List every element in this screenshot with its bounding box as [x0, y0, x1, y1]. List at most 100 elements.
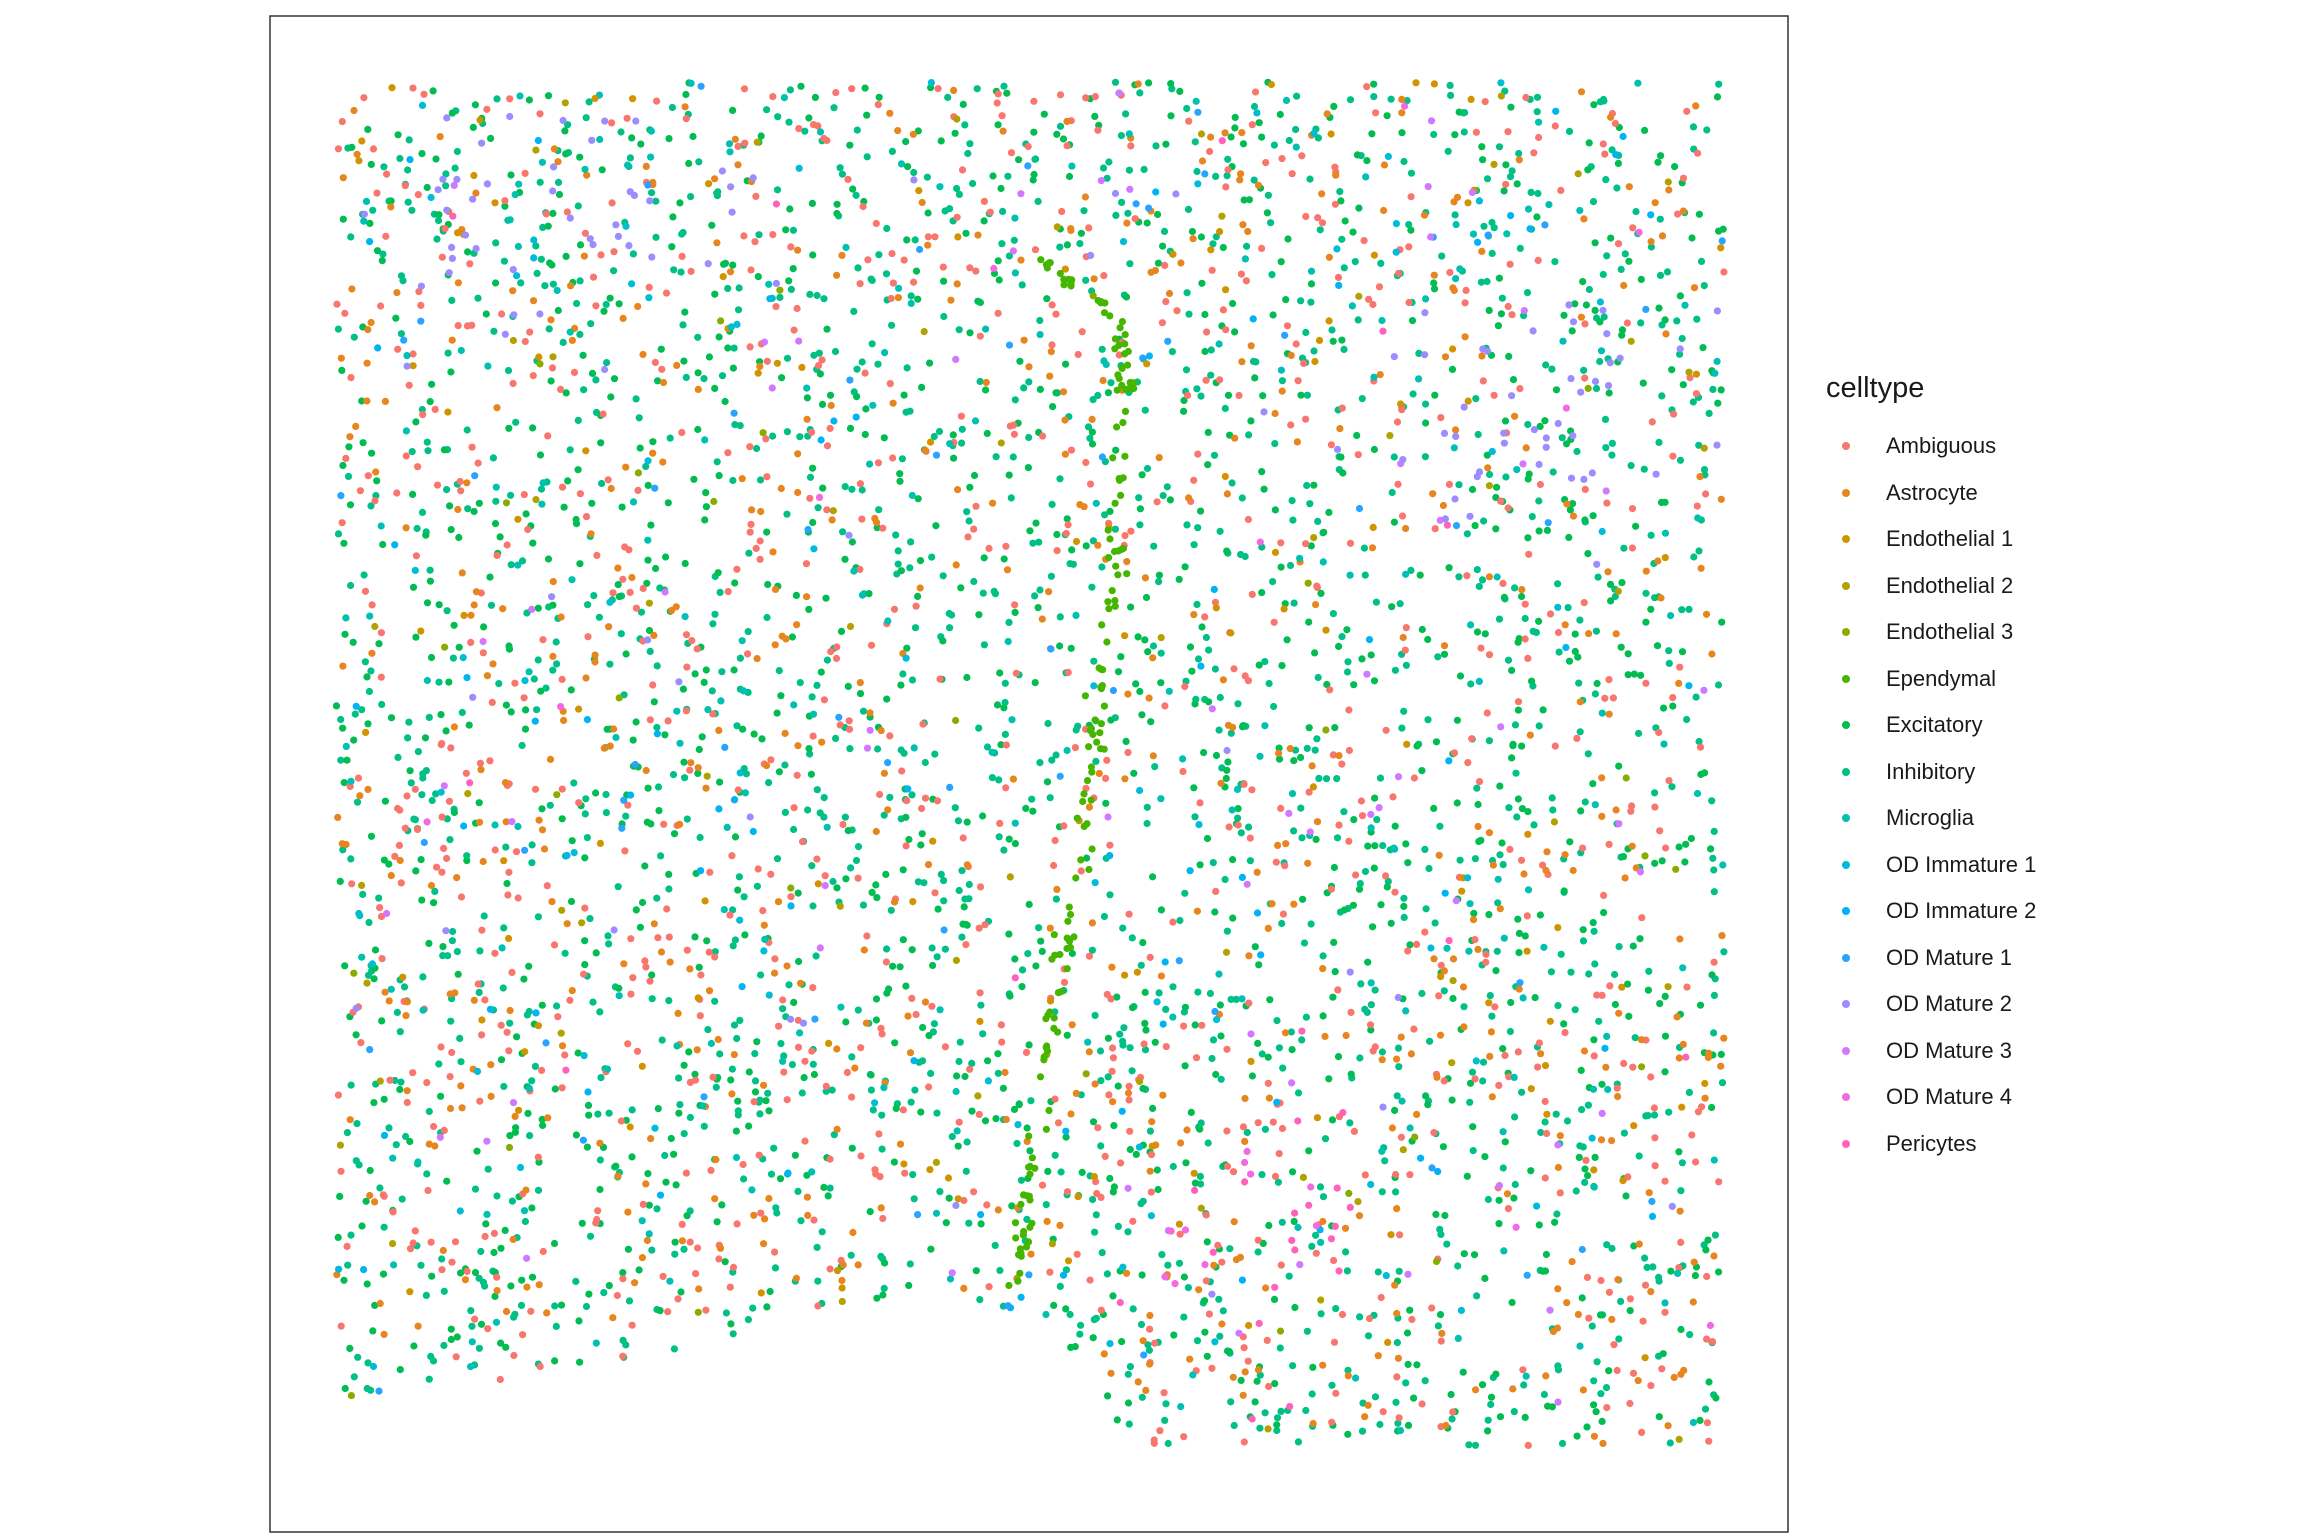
scatter-point	[740, 893, 748, 901]
scatter-point	[1400, 894, 1408, 902]
scatter-point	[456, 1207, 464, 1215]
scatter-point	[734, 1107, 742, 1115]
scatter-point	[1207, 133, 1215, 141]
scatter-point	[1237, 829, 1245, 837]
scatter-point	[421, 734, 430, 742]
scatter-point	[479, 637, 487, 646]
scatter-point	[876, 1173, 884, 1181]
scatter-point	[653, 730, 662, 738]
scatter-point	[1495, 615, 1504, 623]
scatter-point	[1182, 366, 1191, 374]
scatter-point	[1154, 1185, 1162, 1194]
scatter-point	[764, 1089, 772, 1097]
scatter-point	[1437, 973, 1445, 981]
scatter-point	[1224, 166, 1232, 174]
scatter-point	[1615, 820, 1623, 828]
scatter-point	[409, 490, 417, 498]
scatter-point	[813, 786, 821, 794]
scatter-point	[1398, 512, 1407, 520]
scatter-point	[1340, 264, 1348, 272]
scatter-point	[810, 1216, 818, 1224]
scatter-point	[899, 670, 907, 678]
scatter-point	[1529, 627, 1537, 635]
scatter-point	[939, 572, 947, 580]
scatter-point	[1238, 723, 1247, 731]
scatter-point	[1533, 93, 1542, 101]
scatter-point	[1552, 386, 1561, 394]
scatter-point	[1561, 1029, 1569, 1037]
scatter-point	[1511, 584, 1519, 592]
scatter-point	[1497, 497, 1505, 505]
scatter-point	[1606, 982, 1614, 990]
scatter-point	[1342, 1031, 1350, 1040]
scatter-point	[446, 1073, 454, 1081]
scatter-point	[1124, 1089, 1133, 1097]
scatter-point	[1300, 939, 1309, 947]
scatter-point	[549, 353, 557, 361]
scatter-point	[1647, 531, 1655, 539]
scatter-point	[780, 1068, 788, 1076]
scatter-point	[1027, 1250, 1035, 1258]
scatter-point	[955, 886, 963, 895]
scatter-point	[1292, 143, 1300, 151]
scatter-point	[844, 682, 852, 691]
scatter-point	[415, 288, 423, 296]
scatter-point	[1209, 859, 1217, 867]
scatter-point	[1592, 384, 1601, 393]
scatter-point	[704, 706, 712, 714]
scatter-point	[868, 276, 876, 284]
scatter-point	[1604, 568, 1612, 576]
scatter-point	[1668, 783, 1676, 791]
scatter-point	[910, 278, 918, 286]
scatter-point	[1642, 567, 1650, 575]
scatter-point	[406, 1245, 415, 1253]
scatter-point	[406, 767, 414, 775]
scatter-point	[1429, 490, 1437, 498]
scatter-point	[911, 624, 920, 632]
scatter-point	[666, 1277, 674, 1285]
scatter-point	[763, 1303, 771, 1311]
scatter-point	[1622, 1192, 1630, 1200]
scatter-point	[1139, 1084, 1147, 1093]
scatter-point	[358, 706, 366, 714]
scatter-point	[1149, 1104, 1157, 1112]
scatter-point	[1524, 1441, 1532, 1449]
scatter-point	[1447, 91, 1455, 99]
scatter-point	[1031, 246, 1040, 254]
scatter-point	[1085, 952, 1093, 960]
scatter-point	[618, 503, 626, 511]
scatter-point	[1535, 133, 1543, 142]
scatter-point	[638, 1254, 647, 1262]
scatter-point	[1111, 189, 1120, 198]
scatter-point	[1608, 451, 1616, 459]
scatter-point	[1246, 834, 1254, 842]
scatter-point	[1130, 769, 1138, 777]
scatter-point	[1091, 879, 1099, 887]
scatter-point	[534, 604, 542, 612]
scatter-point	[842, 1018, 850, 1026]
scatter-point	[819, 484, 827, 492]
scatter-point	[1106, 891, 1114, 899]
scatter-point	[1009, 247, 1018, 255]
scatter-point	[1244, 227, 1252, 236]
scatter-point	[956, 1038, 964, 1046]
scatter-point	[754, 273, 762, 281]
scatter-point	[760, 338, 769, 346]
scatter-point	[1161, 702, 1169, 710]
scatter-point	[1098, 345, 1106, 353]
scatter-point	[1149, 873, 1157, 881]
scatter-point	[373, 189, 381, 197]
scatter-point	[729, 261, 737, 269]
scatter-point	[1357, 980, 1365, 988]
scatter-point	[538, 1115, 546, 1124]
scatter-point	[984, 1077, 993, 1085]
scatter-point	[1618, 579, 1626, 587]
scatter-point	[499, 984, 507, 992]
scatter-point	[447, 744, 455, 752]
scatter-point	[635, 414, 643, 422]
scatter-point	[854, 1261, 862, 1269]
scatter-point	[1125, 1096, 1133, 1104]
scatter-point	[892, 1104, 900, 1112]
scatter-point	[820, 134, 828, 143]
scatter-point	[1519, 994, 1527, 1002]
